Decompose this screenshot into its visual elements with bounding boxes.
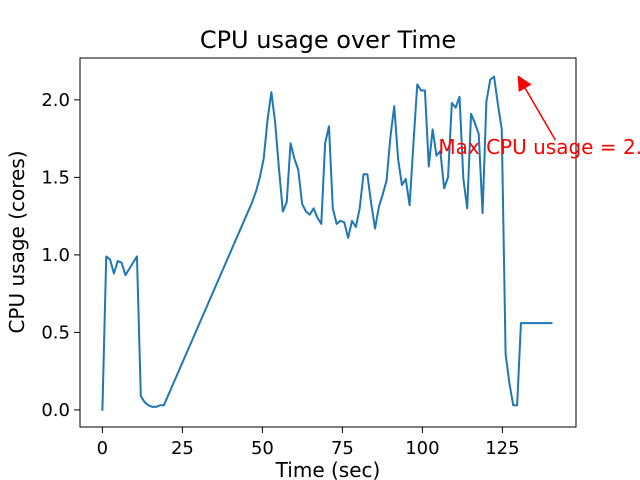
y-tick-label-2: 0.5 [41,322,70,343]
x-tick-label-2: 25 [171,438,194,459]
annotation-layer: Max CPU usage = 2.15 [438,75,640,159]
y-tick-label-4: 1.5 [41,167,70,188]
annotation-label-1: Max CPU usage = 2.15 [438,135,640,159]
annotation-arrow-1 [517,75,557,141]
x-tick-label-3: 50 [251,438,274,459]
y-axis-layer: 0.0 0.5 1.0 1.5 2.0 [41,90,80,421]
plot-frame [79,57,577,428]
x-tick-label-5: 100 [405,438,439,459]
x-tick-label-6: 125 [485,438,519,459]
x-axis-layer: 0 25 50 75 100 125 [97,427,520,459]
x-tick-label-1: 0 [97,438,108,459]
y-tick-label-3: 1.0 [41,245,70,266]
series-line-1 [101,75,553,411]
y-axis-label: CPU usage (cores) [5,150,29,333]
chart-title: CPU usage over Time [200,26,456,54]
x-tick-label-4: 75 [331,438,354,459]
x-axis-label: Time (sec) [275,458,381,480]
plot-layer [101,75,553,411]
y-tick-label-5: 2.0 [41,90,70,111]
y-tick-label-1: 0.0 [41,400,70,421]
